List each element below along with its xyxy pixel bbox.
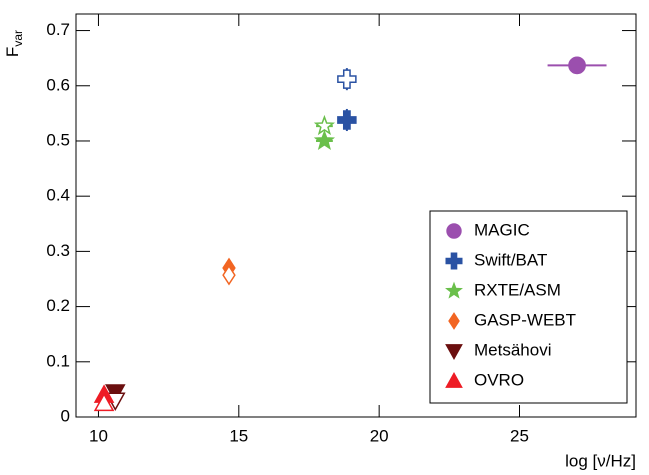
marker <box>313 129 336 150</box>
y-tick-label: 0.4 <box>46 186 70 205</box>
y-tick-label: 0.5 <box>46 130 70 149</box>
marker <box>337 110 357 130</box>
legend-box <box>429 210 628 404</box>
legend-label: OVRO <box>474 370 524 389</box>
legend-marker <box>448 312 460 330</box>
y-axis-label-sub: var <box>11 30 25 47</box>
marker <box>313 114 336 136</box>
y-axis-label-main: F <box>3 47 22 57</box>
y-axis-label: Fvar <box>3 30 25 57</box>
legend-marker <box>446 223 462 239</box>
x-tick-label: 25 <box>510 426 529 445</box>
y-tick-label: 0.6 <box>46 75 70 94</box>
legend-label: Swift/BAT <box>474 250 547 269</box>
legend-label: MAGIC <box>474 220 530 239</box>
y-tick-label: 0.1 <box>46 351 70 370</box>
legend-marker <box>445 344 463 361</box>
legend-label: Metsähovi <box>474 340 551 359</box>
legend-marker <box>445 281 463 299</box>
marker <box>222 264 236 286</box>
marker <box>337 69 357 89</box>
x-tick-label: 15 <box>229 426 248 445</box>
marker <box>568 56 586 75</box>
y-tick-label: 0.2 <box>46 296 70 315</box>
x-tick-label: 10 <box>89 426 108 445</box>
legend-marker <box>445 371 463 388</box>
legend-label: GASP-WEBT <box>474 310 576 329</box>
x-tick-label: 20 <box>370 426 389 445</box>
y-tick-label: 0 <box>61 406 70 425</box>
y-tick-label: 0.7 <box>46 20 70 39</box>
marker <box>93 392 115 412</box>
legend-marker <box>445 252 463 270</box>
legend-label: RXTE/ASM <box>474 280 561 299</box>
y-tick-label: 0.3 <box>46 241 70 260</box>
x-axis-label: log [ν/Hz] <box>565 451 636 470</box>
plot-frame <box>75 13 637 418</box>
